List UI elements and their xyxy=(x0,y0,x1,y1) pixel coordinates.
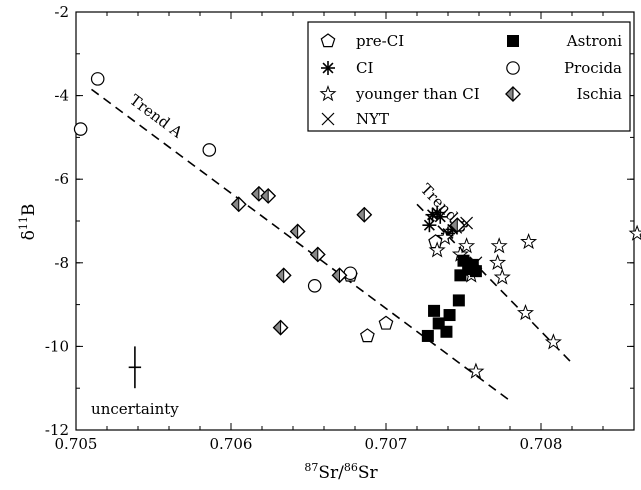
point-younger-than-ci xyxy=(458,237,476,254)
point-ischia xyxy=(289,223,306,240)
y-axis-title: δ11B xyxy=(17,204,39,241)
y-tick-label: -6 xyxy=(54,170,69,188)
point-procida xyxy=(343,266,358,281)
y-tick-label: -10 xyxy=(45,337,69,355)
y-tick-label: -8 xyxy=(54,254,69,272)
legend-marker xyxy=(321,112,335,126)
legend-label: Ischia xyxy=(577,85,622,103)
y-tick-label: -2 xyxy=(54,3,69,21)
point-astroni xyxy=(428,304,441,317)
point-younger-than-ci xyxy=(490,237,508,254)
point-ci xyxy=(433,209,448,224)
x-tick-label: 0.706 xyxy=(210,435,253,453)
legend-label: pre-CI xyxy=(356,32,404,50)
legend-label: NYT xyxy=(356,110,389,128)
legend-marker xyxy=(319,85,337,102)
legend-marker xyxy=(321,61,335,75)
point-astroni xyxy=(421,329,434,342)
point-ischia xyxy=(449,217,466,234)
y-tick-label: -4 xyxy=(54,87,69,105)
point-procida xyxy=(307,278,322,293)
point-younger-than-ci xyxy=(493,268,511,285)
legend-marker xyxy=(320,33,336,48)
legend-label: younger than CI xyxy=(355,85,480,103)
point-pre-ci xyxy=(378,315,394,330)
x-tick-label: 0.707 xyxy=(365,435,408,453)
point-younger-than-ci xyxy=(428,241,446,258)
point-ischia xyxy=(275,267,292,284)
trend-line xyxy=(416,203,573,364)
point-younger-than-ci xyxy=(520,232,538,250)
x-tick-label: 0.705 xyxy=(55,435,98,453)
trend-label: Trend A xyxy=(126,91,186,142)
y-tick-label: -12 xyxy=(45,421,69,439)
point-astroni xyxy=(440,325,453,338)
axis-ticks: 0.705 0.706 0.707 0.708 -2 -4 -6 -8 -10 -12 xyxy=(45,3,635,453)
legend: pre-CI CI younger than CI NYT Astroni Procida… xyxy=(307,21,631,132)
point-younger-than-ci xyxy=(544,333,562,350)
x-tick-label: 0.708 xyxy=(520,435,563,453)
point-younger-than-ci xyxy=(516,304,535,321)
x-axis-title: 87Sr/86Sr xyxy=(304,461,378,483)
point-ischia xyxy=(230,196,247,213)
point-younger-than-ci xyxy=(467,362,485,379)
point-procida xyxy=(90,72,105,86)
legend-box xyxy=(307,21,631,132)
point-ischia xyxy=(272,319,289,336)
point-pre-ci xyxy=(360,328,375,343)
legend-label: CI xyxy=(356,59,373,77)
point-younger-than-ci xyxy=(628,224,641,241)
point-ischia xyxy=(260,188,277,204)
point-ci xyxy=(422,218,437,233)
point-ischia xyxy=(331,267,348,284)
point-younger-than-ci xyxy=(489,253,507,271)
point-procida xyxy=(73,122,88,136)
point-ischia xyxy=(356,206,373,223)
uncertainty-label: uncertainty xyxy=(91,400,179,418)
point-ischia xyxy=(309,246,326,263)
legend-marker xyxy=(507,35,519,47)
point-astroni xyxy=(443,309,456,322)
legend-label: Procida xyxy=(564,59,622,77)
legend-marker xyxy=(506,61,520,75)
point-astroni xyxy=(452,294,465,307)
legend-label: Astroni xyxy=(566,32,622,50)
data-points xyxy=(73,72,641,379)
trend-label: Trend B xyxy=(417,180,473,236)
point-astroni xyxy=(469,265,482,278)
legend-marker xyxy=(505,86,521,102)
uncertainty-bar: uncertainty xyxy=(91,346,179,418)
trend-line xyxy=(91,88,511,402)
point-procida xyxy=(202,143,217,157)
point-younger-than-ci xyxy=(436,228,454,245)
